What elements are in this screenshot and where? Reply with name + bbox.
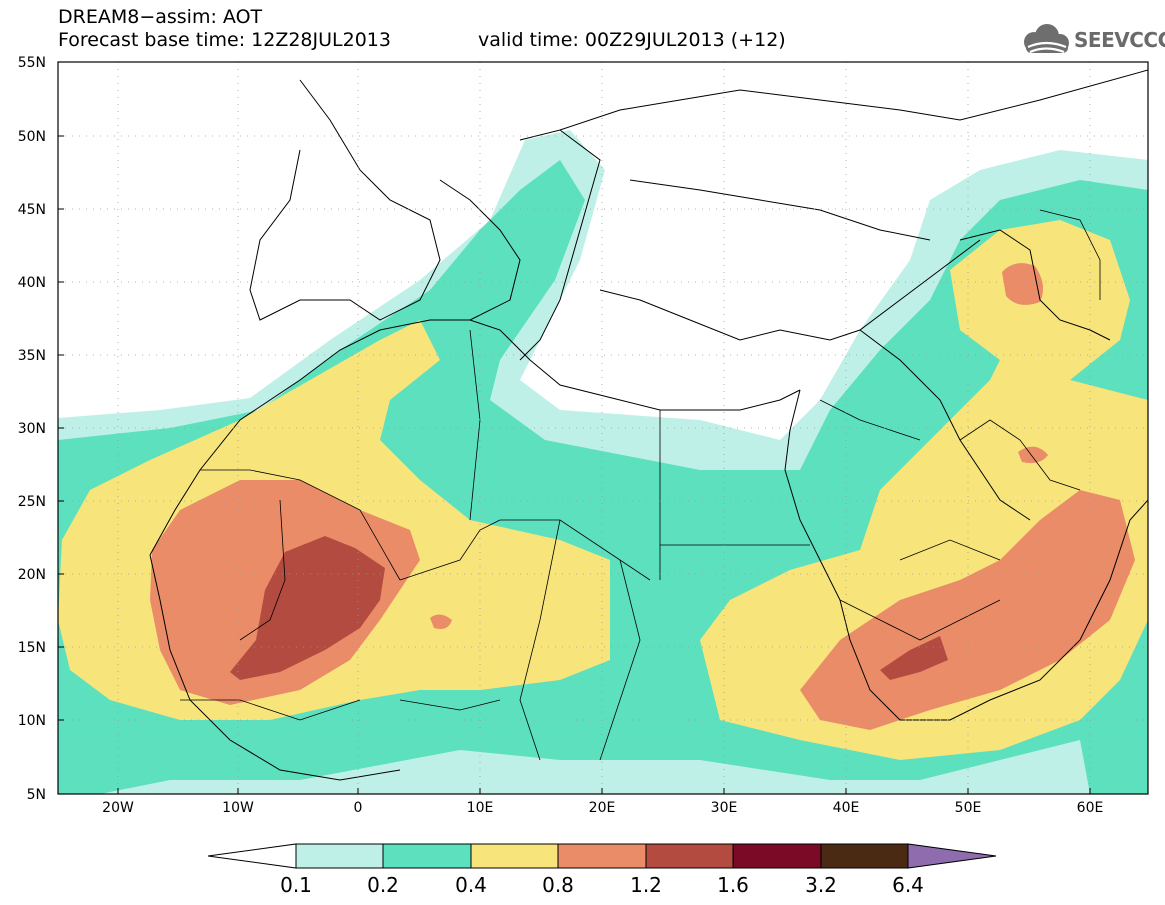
colorbar-label: 3.2 (805, 873, 837, 897)
lon-label: 10W (222, 800, 254, 816)
lon-axis: 20W 10W 0 10E 20E 30E 40E 50E 60E (102, 800, 1103, 816)
colorbar-label: 0.4 (455, 873, 487, 897)
colorbar-segment (645, 843, 734, 869)
colorbar-segment (382, 843, 472, 869)
colorbar-segment (557, 843, 647, 869)
lat-label: 55N (18, 55, 46, 71)
colorbar-max-arrow (907, 843, 997, 869)
lat-label: 50N (18, 129, 46, 145)
coastlines (149, 69, 1148, 781)
colorbar-label: 0.1 (280, 873, 312, 897)
lat-label: 40N (18, 275, 46, 291)
colorbar-label: 0.8 (542, 873, 574, 897)
lon-label: 50E (955, 800, 982, 816)
colorbar-label: 0.2 (367, 873, 399, 897)
seevccc-logo (1024, 24, 1069, 54)
lon-label: 0 (354, 800, 363, 816)
map-title: DREAM8−assim: AOT (58, 6, 263, 28)
lon-label: 10E (467, 800, 494, 816)
colorbar-segment (295, 843, 384, 869)
lat-label: 30N (18, 421, 46, 437)
lat-ticks (58, 135, 1091, 794)
lon-label: 30E (711, 800, 738, 816)
contour-0.8-caspian (1002, 263, 1044, 305)
lat-label: 15N (18, 640, 46, 656)
colorbar-labels: 0.1 0.2 0.4 0.8 1.2 1.6 3.2 6.4 (280, 873, 924, 897)
contour-1.2-west (230, 536, 385, 680)
colorbar-label: 1.2 (630, 873, 662, 897)
contour-0.8-chad (430, 614, 452, 629)
logo-text: SEEVCCC (1074, 28, 1165, 52)
lon-label: 60E (1077, 800, 1104, 816)
colorbar-segment (470, 843, 559, 869)
lat-label: 10N (18, 713, 46, 729)
forecast-base-time: Forecast base time: 12Z28JUL2013 (58, 29, 391, 51)
lat-label: 20N (18, 567, 46, 583)
colorbar-segment (820, 843, 909, 869)
lon-label: 40E (833, 800, 860, 816)
borders (180, 209, 1101, 761)
colorbar-min-arrow (207, 843, 297, 869)
valid-time: valid time: 00Z29JUL2013 (+12) (478, 29, 786, 51)
lat-label: 5N (27, 787, 46, 803)
contour-1.2-east (880, 636, 948, 680)
colorbar (207, 843, 997, 869)
lat-label: 25N (18, 494, 46, 510)
contour-0.8-arabia (1018, 446, 1048, 464)
aot-field (58, 62, 1148, 794)
lon-label: 20W (102, 800, 134, 816)
lat-axis: 55N 50N 45N 40N 35N 30N 25N 20N 15N 10N … (18, 55, 46, 803)
colorbar-segment (732, 843, 822, 869)
lat-label: 35N (18, 348, 46, 364)
lat-label: 45N (18, 202, 46, 218)
colorbar-label: 6.4 (892, 873, 924, 897)
colorbar-label: 1.6 (717, 873, 749, 897)
lon-label: 20E (589, 800, 616, 816)
graticule (58, 62, 1148, 794)
